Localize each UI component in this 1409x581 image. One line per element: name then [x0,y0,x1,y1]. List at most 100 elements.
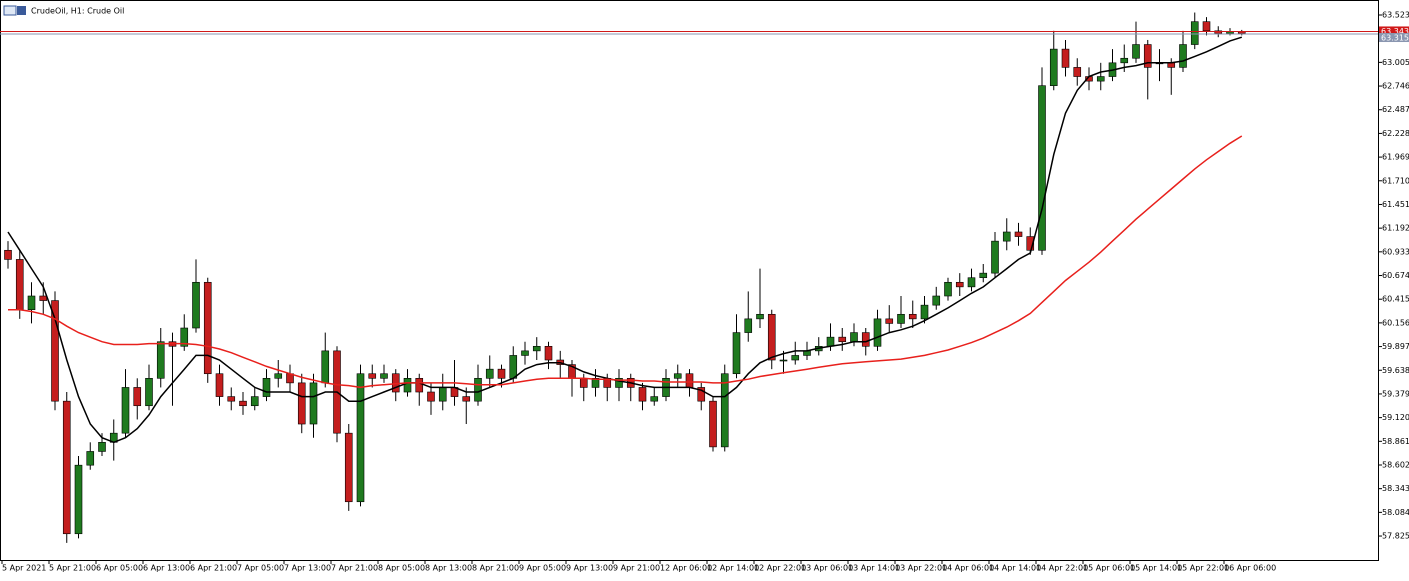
candle-body [1096,76,1105,82]
x-tick-label: 8 Apr 05:00 [378,564,425,573]
candle-body [427,391,435,402]
candle-body [321,350,330,384]
candle-body [979,272,988,279]
candle-body [673,373,682,379]
candle-body [86,451,95,466]
y-tick-label: 62.746 [1382,82,1409,91]
x-tick-label: 7 Apr 13:00 [284,564,331,573]
y-tick-label: 60.156 [1382,318,1409,327]
y-tick-label: 60.415 [1382,295,1409,304]
candle-body [1061,48,1070,68]
y-tick-label: 58.602 [1382,460,1409,469]
x-tick-label: 6 Apr 21:00 [190,564,237,573]
candle-body [462,396,471,402]
candle-body [767,313,776,361]
x-tick-label: 15 Apr 14:00 [1130,564,1182,573]
price-tag [1379,26,1409,36]
candle-body [4,249,12,260]
candle-body [591,378,600,388]
candle-body [1073,67,1082,77]
candle-body [1190,21,1199,45]
candle-body [62,400,71,535]
chart-icon [17,6,26,15]
candle-body [873,318,882,347]
y-tick-label: 61.710 [1382,176,1409,185]
candle-body [192,281,200,329]
candle-body [756,313,764,320]
candle-body [403,378,412,393]
x-tick-label: 13 Apr 06:00 [801,564,853,573]
candle-body [250,396,259,407]
candle-body [203,281,212,375]
y-tick-label: 59.379 [1382,389,1409,398]
y-tick-label: 59.120 [1382,413,1409,422]
candle-body [932,295,941,306]
candle-body [262,378,271,397]
price-tag-label: 63.315 [1381,34,1409,43]
chart-icon [3,5,17,16]
candle-body [615,378,623,388]
candle-body [1038,85,1046,251]
y-tick-label: 58.861 [1382,437,1409,446]
candle-body [791,355,800,361]
candle-body [344,432,353,503]
candle-body [239,400,247,407]
y-tick-label: 59.638 [1382,366,1409,375]
candle-body [180,327,189,347]
y-tick-label: 62.228 [1382,129,1409,138]
candle-body [497,368,506,379]
y-tick-label: 58.343 [1382,484,1409,493]
x-tick-label: 9 Apr 05:00 [519,564,566,573]
candle-body [39,295,48,301]
x-tick-label: 14 Apr 22:00 [1036,564,1088,573]
candle-body [438,387,447,402]
x-tick-label: 8 Apr 21:00 [472,564,519,573]
x-tick-label: 16 Apr 06:00 [1224,564,1276,573]
candle-body [955,281,964,288]
price-tag [1379,33,1409,43]
candle-body [720,373,729,448]
candle-body [1226,31,1234,34]
x-tick-label: 5 Apr 2021 [2,564,46,573]
y-tick-label: 61.192 [1382,224,1409,233]
candle-body [1049,48,1058,86]
candle-body [579,378,588,388]
y-tick-label: 59.897 [1382,342,1409,351]
x-tick-label: 14 Apr 06:00 [942,564,994,573]
candle-body [544,345,553,361]
x-tick-label: 15 Apr 22:00 [1177,564,1229,573]
y-tick-label: 63.523 [1382,10,1409,19]
candle-body [944,281,952,297]
y-tick-label: 61.969 [1382,153,1409,162]
candle-body [27,295,36,311]
candle-body [509,355,518,379]
moving-average-line [7,36,1243,444]
candle-body [1014,231,1023,237]
x-tick-label: 8 Apr 13:00 [425,564,472,573]
y-tick-label: 61.451 [1382,200,1409,209]
candle-body [650,396,659,402]
price-tag-label: 63.343 [1381,27,1409,36]
candle-body [1202,21,1211,32]
candle-body [215,373,224,397]
candle-body [145,378,153,407]
candle-body [51,300,59,402]
y-tick-label: 60.933 [1382,247,1409,256]
y-tick-label: 62.487 [1382,105,1409,114]
candle-body [826,336,835,347]
x-tick-label: 15 Apr 06:00 [1083,564,1135,573]
y-tick-label: 60.674 [1382,271,1409,280]
candle-body [991,240,999,274]
candle-body [1143,44,1152,68]
x-tick-label: 7 Apr 05:00 [237,564,284,573]
candle-body [415,378,424,393]
x-tick-label: 13 Apr 14:00 [848,564,900,573]
chart-title: CrudeOil, H1: Crude Oil [31,7,124,16]
candle-body [732,332,741,375]
candle-body [15,259,24,311]
candle-body [744,318,753,333]
x-tick-label: 6 Apr 05:00 [96,564,143,573]
candle-body [380,373,388,379]
candle-body [368,373,377,379]
candle-body [297,382,306,425]
